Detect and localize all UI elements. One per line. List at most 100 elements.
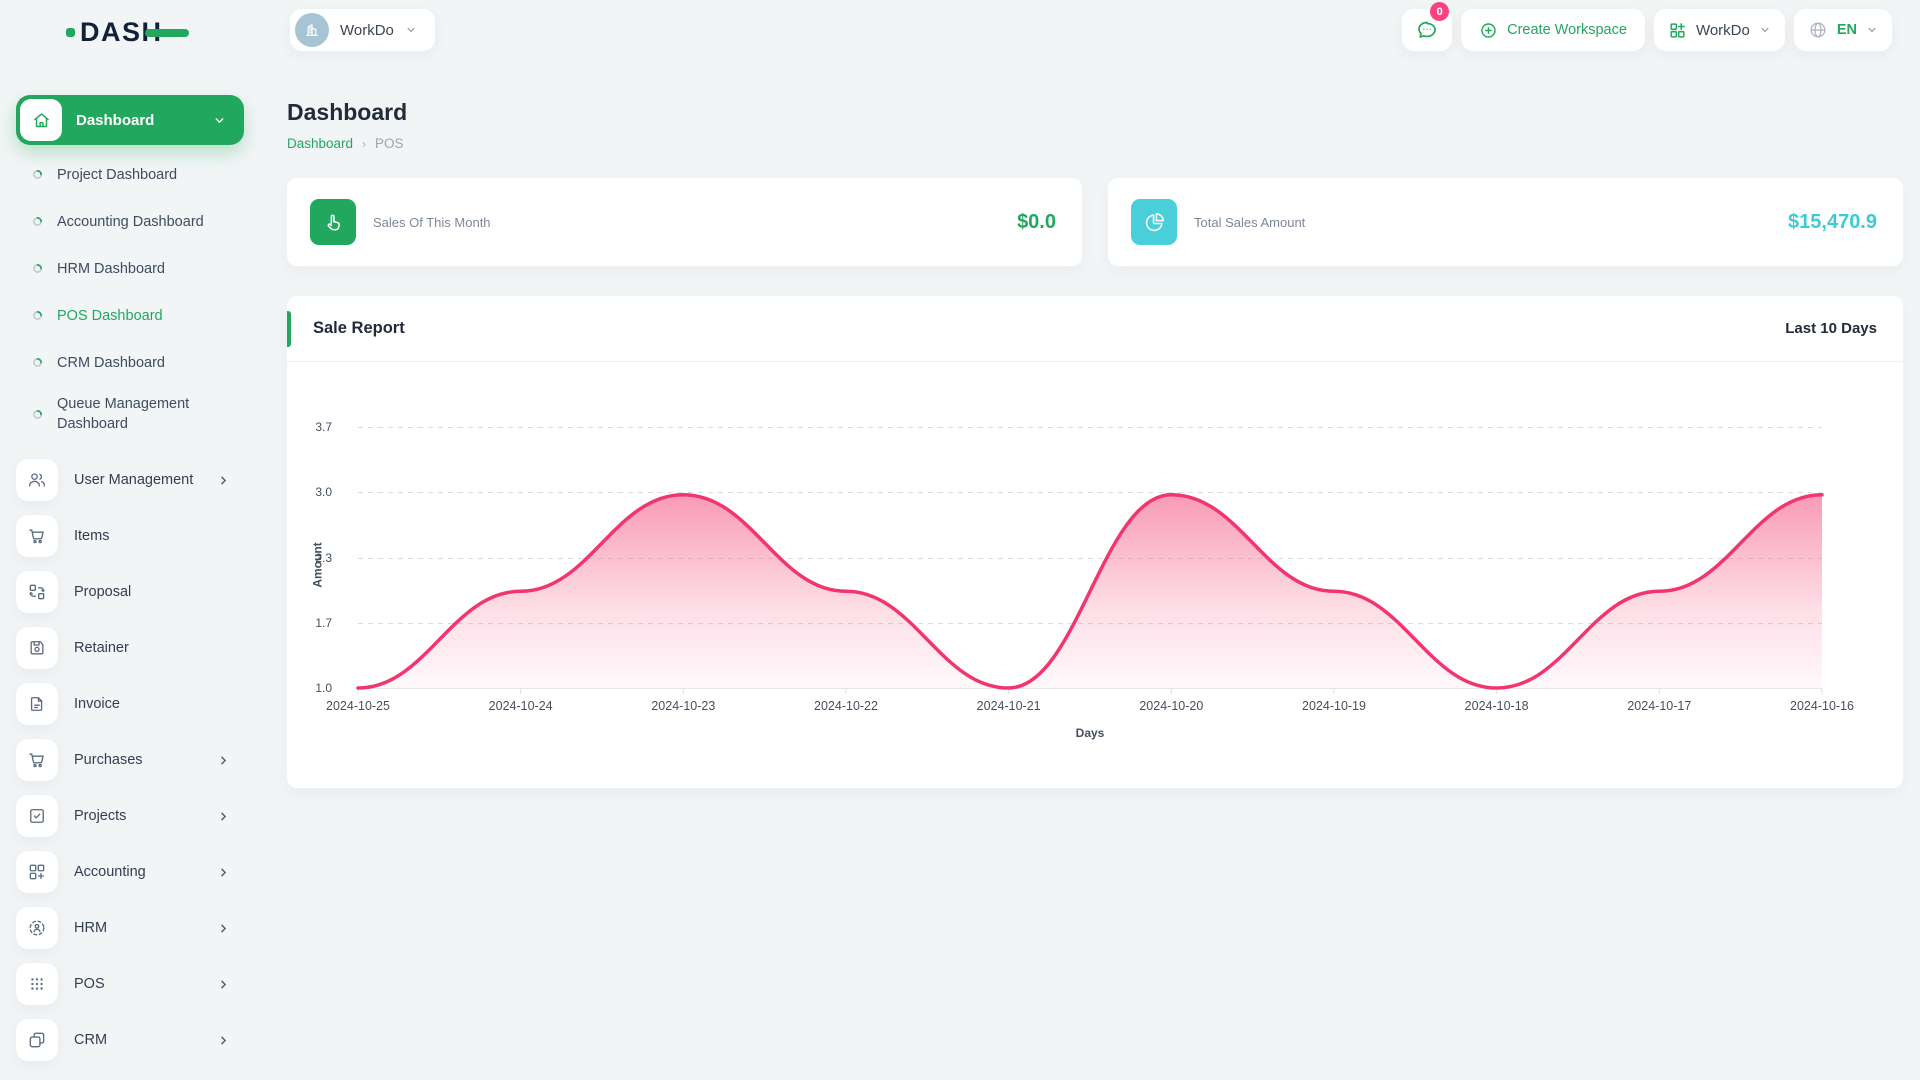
workspace-selector[interactable]: WorkDo bbox=[290, 9, 435, 51]
grid-plus-icon bbox=[1670, 22, 1685, 38]
chevron-right-icon bbox=[217, 922, 230, 935]
building-icon bbox=[306, 24, 318, 36]
stat-value: $0.0 bbox=[1017, 210, 1056, 233]
sidebar-item-hrm[interactable]: HRM bbox=[16, 900, 244, 956]
sidebar-item-label: HRM Dashboard bbox=[57, 260, 165, 277]
language-label: EN bbox=[1836, 22, 1857, 38]
breadcrumb-dashboard-link[interactable]: Dashboard bbox=[287, 136, 354, 151]
sidebar-item-pos-dashboard[interactable]: POS Dashboard bbox=[32, 292, 244, 339]
sidebar-item-queue-management-dashboard[interactable]: Queue Management Dashboard bbox=[32, 386, 244, 443]
stats-row: Sales Of This Month $0.0 Total Sales Amo… bbox=[287, 178, 1903, 266]
chevron-right-icon bbox=[217, 866, 230, 879]
tap-hand-icon bbox=[310, 199, 356, 245]
sidebar-item-label: Accounting bbox=[74, 864, 146, 881]
sidebar-item-crm-dashboard[interactable]: CRM Dashboard bbox=[32, 339, 244, 386]
create-workspace-label: Create Workspace bbox=[1507, 22, 1627, 38]
overlap-squares-icon bbox=[16, 1019, 58, 1062]
users-icon bbox=[16, 459, 58, 502]
sidebar-item-label: POS Dashboard bbox=[57, 307, 163, 324]
cart-icon bbox=[16, 515, 58, 558]
sale-report-period: Last 10 Days bbox=[1785, 320, 1877, 337]
sidebar-item-retainer[interactable]: Retainer bbox=[16, 620, 244, 676]
sidebar-item-label: Project Dashboard bbox=[57, 166, 178, 183]
breadcrumb: Dashboard › POS bbox=[287, 136, 404, 151]
stat-label: Total Sales Amount bbox=[1194, 214, 1306, 230]
sale-report-header: Sale Report Last 10 Days bbox=[287, 296, 1903, 362]
stat-card-sales-of-month: Sales Of This Month $0.0 bbox=[287, 178, 1082, 266]
sidebar-item-label: Retainer bbox=[74, 640, 129, 657]
invoice-icon bbox=[16, 683, 58, 726]
logo-dot bbox=[66, 28, 75, 37]
bullet-icon bbox=[33, 410, 42, 420]
sidebar-item-label: Invoice bbox=[74, 696, 120, 713]
logo-dash-bar bbox=[144, 28, 189, 37]
sidebar-items: User Management Items Proposal bbox=[16, 452, 244, 1068]
sale-report-title: Sale Report bbox=[313, 319, 405, 337]
sidebar-item-proposal[interactable]: Proposal bbox=[16, 564, 244, 620]
stat-card-total-sales: Total Sales Amount $15,470.9 bbox=[1108, 178, 1903, 266]
sidebar-group-dashboard[interactable]: Dashboard bbox=[16, 95, 244, 145]
create-workspace-button[interactable]: Create Workspace bbox=[1461, 9, 1645, 51]
sidebar-item-label: POS bbox=[74, 976, 105, 993]
sidebar: Dashboard Project Dashboard Accounting D… bbox=[16, 95, 244, 1068]
bullet-icon bbox=[33, 217, 42, 226]
sidebar-item-label: Accounting Dashboard bbox=[57, 213, 204, 230]
chevron-right-icon: › bbox=[362, 136, 367, 151]
breadcrumb-current: POS bbox=[375, 136, 404, 151]
sidebar-item-crm[interactable]: CRM bbox=[16, 1012, 244, 1068]
workspace-dropdown[interactable]: WorkDo bbox=[1653, 9, 1785, 51]
chevron-right-icon bbox=[217, 754, 230, 767]
chevron-down-icon bbox=[1759, 24, 1771, 36]
bullet-icon bbox=[33, 264, 42, 273]
sidebar-item-label: HRM bbox=[74, 920, 108, 937]
sidebar-item-items[interactable]: Items bbox=[16, 508, 244, 564]
pie-chart-icon bbox=[1131, 199, 1177, 245]
sidebar-item-projects[interactable]: Projects bbox=[16, 788, 244, 844]
workspace-dropdown-label: WorkDo bbox=[1695, 21, 1750, 39]
sidebar-dashboard-children: Project Dashboard Accounting Dashboard H… bbox=[32, 151, 244, 443]
app-logo[interactable]: DASH bbox=[66, 17, 189, 48]
chevron-down-icon bbox=[213, 114, 226, 127]
cart-icon bbox=[16, 739, 58, 782]
sidebar-item-hrm-dashboard[interactable]: HRM Dashboard bbox=[32, 245, 244, 292]
sale-report-card: Sale Report Last 10 Days Amount 3.7 3.0 2.… bbox=[287, 296, 1903, 788]
sale-report-plot bbox=[356, 427, 1824, 694]
chevron-down-icon bbox=[1866, 24, 1878, 36]
sidebar-item-accounting[interactable]: Accounting bbox=[16, 844, 244, 900]
check-square-icon bbox=[16, 795, 58, 838]
sidebar-item-project-dashboard[interactable]: Project Dashboard bbox=[32, 151, 244, 198]
sidebar-item-user-management[interactable]: User Management bbox=[16, 452, 244, 508]
bullet-icon bbox=[33, 358, 42, 367]
sidebar-item-label: Items bbox=[74, 528, 110, 545]
home-icon bbox=[20, 99, 62, 141]
swap-squares-icon bbox=[16, 571, 58, 614]
bullet-icon bbox=[33, 311, 42, 320]
sidebar-item-purchases[interactable]: Purchases bbox=[16, 732, 244, 788]
sidebar-item-invoice[interactable]: Invoice bbox=[16, 676, 244, 732]
grid-plus-icon bbox=[16, 851, 58, 894]
messages-button[interactable]: 0 bbox=[1402, 2, 1453, 51]
sidebar-item-accounting-dashboard[interactable]: Accounting Dashboard bbox=[32, 198, 244, 245]
stat-value: $15,470.9 bbox=[1788, 210, 1877, 233]
bullet-icon bbox=[33, 170, 42, 179]
sidebar-item-label: CRM Dashboard bbox=[57, 354, 165, 371]
chevron-right-icon bbox=[217, 474, 230, 487]
x-axis-labels: 2024-10-25 2024-10-24 2024-10-23 2024-10-22… bbox=[326, 699, 1854, 713]
sidebar-item-label: Purchases bbox=[74, 752, 143, 769]
chevron-right-icon bbox=[217, 1034, 230, 1047]
messages-count-badge: 0 bbox=[1430, 2, 1450, 21]
chevron-right-icon bbox=[217, 978, 230, 991]
sidebar-item-label: CRM bbox=[74, 1032, 108, 1049]
language-selector[interactable]: EN bbox=[1793, 9, 1892, 51]
globe-icon bbox=[1810, 22, 1826, 38]
stat-label: Sales Of This Month bbox=[373, 214, 491, 230]
workspace-name: WorkDo bbox=[340, 21, 394, 39]
dots-grid-icon bbox=[16, 963, 58, 1006]
sidebar-item-label: User Management bbox=[74, 472, 194, 489]
circle-plus-icon bbox=[1481, 22, 1496, 38]
accent-bar bbox=[287, 311, 291, 347]
sidebar-item-pos[interactable]: POS bbox=[16, 956, 244, 1012]
workspace-avatar bbox=[295, 13, 329, 47]
chevron-right-icon bbox=[217, 810, 230, 823]
page-title: Dashboard bbox=[287, 99, 408, 125]
